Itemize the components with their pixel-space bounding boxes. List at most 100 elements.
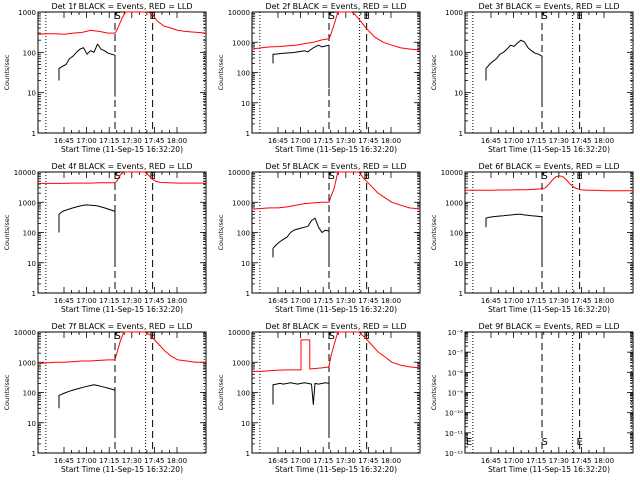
lld-series-line [252,331,421,372]
event-marker-label: E [363,11,369,22]
x-tick-label: 17:15 [526,457,546,465]
panel-title: Det 9f BLACK = Events, RED = LLD [478,322,619,331]
plot-frame [37,331,207,454]
event-marker-label: E [149,331,155,342]
event-marker-label: E [149,171,155,182]
y-tick-label: 1000 [445,9,463,17]
panel-title: Det 4f BLACK = Events, RED = LLD [51,162,192,171]
y-tick-label: 100 [237,390,250,398]
y-tick-label: 10⁻⁸ [448,369,464,377]
y-axis-label: Counts/sec [430,374,438,410]
event-marker-label: S [114,11,120,22]
x-tick-label: 16:45 [481,137,501,145]
event-marker-label: S [328,11,334,22]
events-series-line [58,384,116,432]
x-tick-label: 17:45 [571,457,591,465]
y-tick-label: 10⁻⁷ [448,349,464,357]
panel-det-5: Det 5f BLACK = Events, RED = LLD 1 10 100 10… [217,162,421,314]
y-tick-label: 100 [23,390,36,398]
x-tick-label: 17:15 [313,297,333,305]
event-marker-label: S [541,171,547,182]
panel-det-1: Det 1f BLACK = Events, RED = LLD 1 10 100 10… [3,2,207,154]
x-axis-label: Start Time (11-Sep-15 16:32:20) [61,465,183,474]
y-tick-label: 100 [237,70,250,78]
event-marker-label: E [466,437,472,448]
x-axis-label: Start Time (11-Sep-15 16:32:20) [275,465,397,474]
x-tick-label: 17:00 [291,297,311,305]
events-series-line [272,382,330,432]
y-axis-label: Counts/sec [3,214,11,250]
y-tick-label: 1 [32,290,36,298]
x-tick-label: 17:00 [504,297,524,305]
x-axis-label: Start Time (11-Sep-15 16:32:20) [275,145,397,154]
events-series-line [272,217,330,266]
panel-title: Det 7f BLACK = Events, RED = LLD [51,322,192,331]
panel-title: Det 3f BLACK = Events, RED = LLD [478,2,619,11]
x-tick-label: 17:00 [504,137,524,145]
lld-series-line [38,171,206,184]
x-tick-label: 18:00 [381,457,401,465]
panel-det-2: Det 2f BLACK = Events, RED = LLD 1 10 100 10… [217,2,421,154]
event-marker-label: E [576,171,582,182]
x-tick-label: 17:30 [122,297,142,305]
plot-frame [37,171,207,294]
x-tick-label: 16:45 [54,297,74,305]
y-tick-label: 1 [32,130,36,138]
panel-det-9: Det 9f BLACK = Events, RED = LLD 10⁻¹² 10⁻… [430,322,634,474]
x-tick-label: 17:00 [77,297,97,305]
x-tick-label: 17:15 [313,137,333,145]
x-tick-label: 17:45 [144,297,164,305]
x-axis-label: Start Time (11-Sep-15 16:32:20) [61,145,183,154]
y-tick-label: 10 [27,90,36,98]
x-tick-label: 17:15 [313,457,333,465]
events-series-line [485,39,543,102]
x-tick-label: 16:45 [268,297,288,305]
y-tick-label: 100 [23,230,36,238]
panel-title: Det 6f BLACK = Events, RED = LLD [478,162,619,171]
plot-frame [464,11,634,134]
x-tick-label: 17:45 [144,457,164,465]
x-tick-label: 16:45 [268,457,288,465]
plot-frame [464,331,634,454]
x-tick-label: 18:00 [594,137,614,145]
x-tick-label: 17:15 [526,297,546,305]
x-tick-label: 16:45 [54,137,74,145]
y-tick-label: 1 [32,450,36,458]
y-tick-label: 100 [450,230,463,238]
x-axis-label: Start Time (11-Sep-15 16:32:20) [61,305,183,314]
y-axis-label: Counts/sec [3,374,11,410]
x-tick-label: 17:00 [291,137,311,145]
event-marker-label: E [576,437,582,448]
plot-frame [251,11,421,134]
x-tick-label: 17:00 [291,457,311,465]
x-tick-label: 17:00 [504,457,524,465]
y-tick-label: 1000 [445,199,463,207]
x-tick-label: 17:00 [77,457,97,465]
x-tick-label: 17:30 [122,457,142,465]
event-marker-label: E [363,171,369,182]
x-axis-label: Start Time (11-Sep-15 16:32:20) [275,305,397,314]
panel-title: Det 5f BLACK = Events, RED = LLD [265,162,406,171]
panel-det-3: Det 3f BLACK = Events, RED = LLD 1 10 100 10… [430,2,634,154]
x-axis-label: Start Time (11-Sep-15 16:32:20) [488,305,610,314]
x-tick-label: 17:45 [358,137,378,145]
x-tick-label: 17:45 [571,137,591,145]
event-marker-label: S [114,171,120,182]
y-tick-label: 10000 [228,9,250,17]
x-tick-label: 17:30 [336,137,356,145]
panel-title: Det 8f BLACK = Events, RED = LLD [265,322,406,331]
panel-det-7: Det 7f BLACK = Events, RED = LLD 1 10 100 10… [3,322,207,474]
x-tick-label: 17:45 [144,137,164,145]
panel-det-6: Det 6f BLACK = Events, RED = LLD 1 10 100 10… [430,162,634,314]
y-tick-label: 1000 [18,359,36,367]
x-tick-label: 18:00 [167,457,187,465]
y-tick-label: 10000 [228,329,250,337]
y-tick-label: 10⁻¹² [445,450,463,458]
y-tick-label: 100 [450,49,463,57]
y-tick-label: 10 [241,260,250,268]
y-tick-label: 1 [246,290,250,298]
y-tick-label: 1 [246,130,250,138]
x-tick-label: 17:30 [549,297,569,305]
y-tick-label: 10000 [14,329,36,337]
